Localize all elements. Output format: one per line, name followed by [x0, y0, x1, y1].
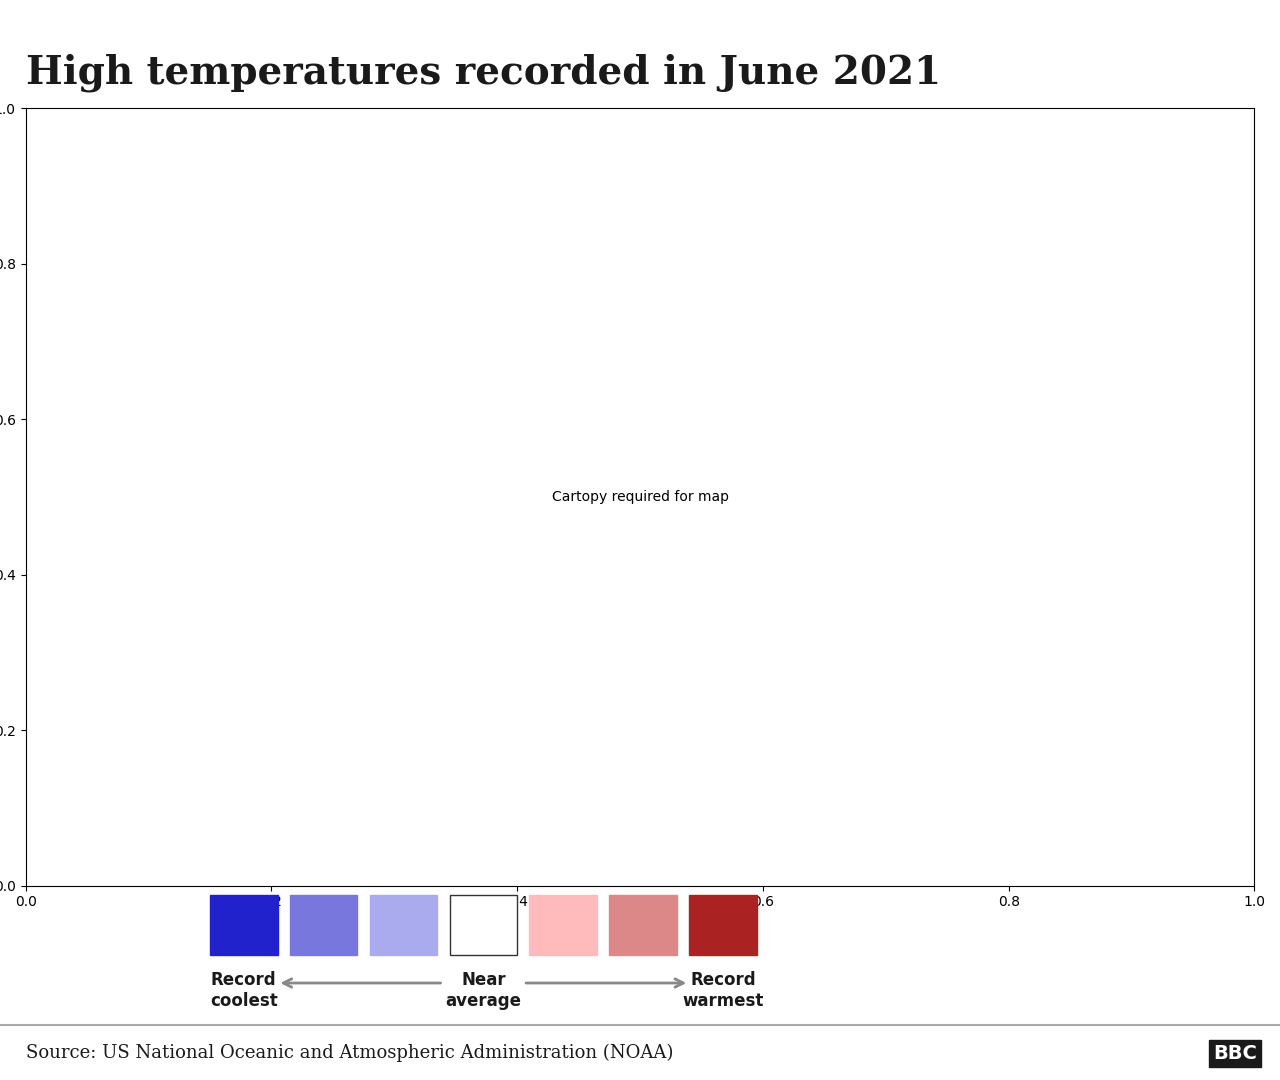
FancyBboxPatch shape — [289, 895, 357, 955]
FancyBboxPatch shape — [449, 895, 517, 955]
Text: Source: US National Oceanic and Atmospheric Administration (NOAA): Source: US National Oceanic and Atmosphe… — [26, 1044, 673, 1063]
Text: Near
average: Near average — [445, 971, 521, 1010]
Text: BBC: BBC — [1213, 1043, 1257, 1063]
Text: Cartopy required for map: Cartopy required for map — [552, 490, 728, 503]
Text: Record
warmest: Record warmest — [682, 971, 764, 1010]
FancyBboxPatch shape — [609, 895, 677, 955]
FancyBboxPatch shape — [370, 895, 438, 955]
FancyBboxPatch shape — [530, 895, 596, 955]
FancyBboxPatch shape — [689, 895, 756, 955]
FancyBboxPatch shape — [210, 895, 278, 955]
Text: High temperatures recorded in June 2021: High temperatures recorded in June 2021 — [26, 54, 941, 93]
Text: Record
coolest: Record coolest — [210, 971, 278, 1010]
